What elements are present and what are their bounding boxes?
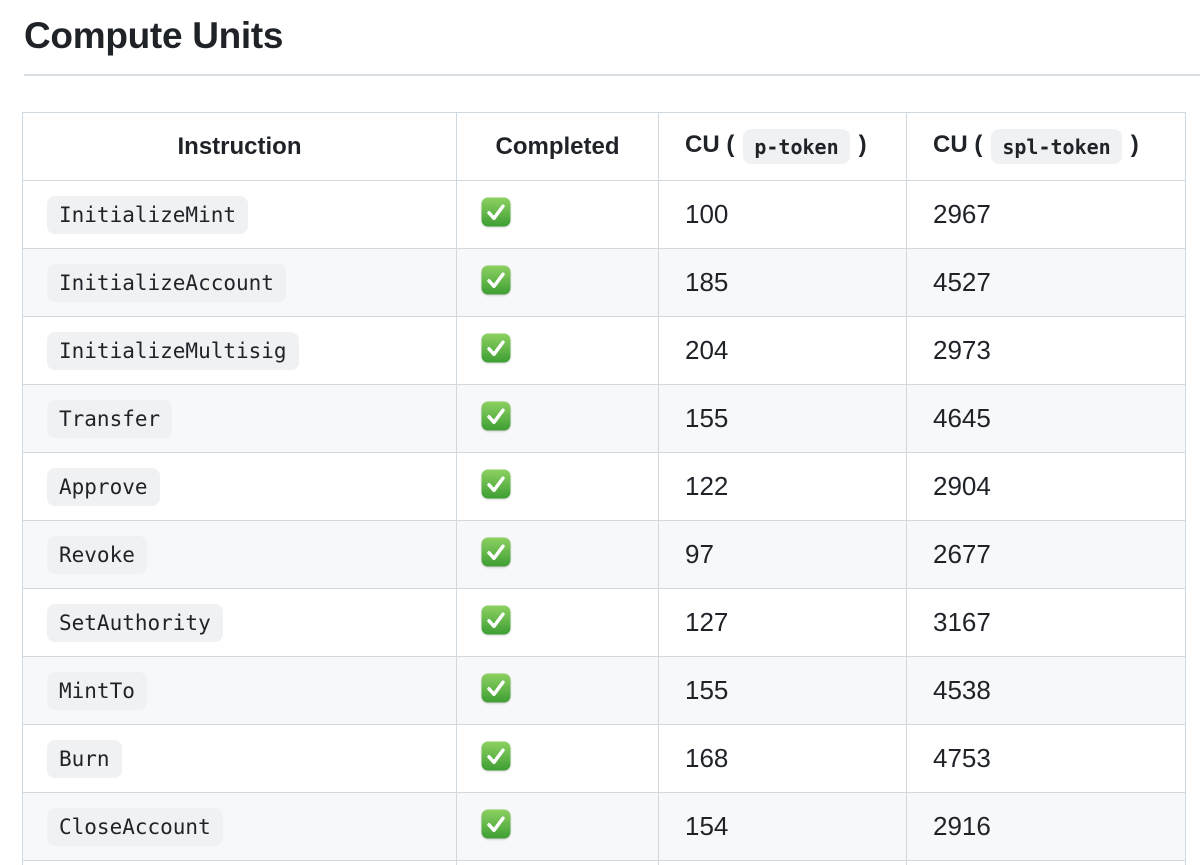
header-cu-spl-suffix: ) [1130,131,1139,158]
check-mark-icon [481,605,511,635]
spl-token-code-badge: spl-token [991,129,1122,164]
check-mark-icon [481,537,511,567]
table-row: CloseAccount 154 2916 [22,792,1186,861]
cu-p-token-value: 168 [658,724,907,793]
cu-spl-token-value: 2916 [906,792,1186,861]
table-header-row: Instruction Completed CU ( p-token) CU ( s… [22,112,1186,181]
instruction-code-badge: CloseAccount [47,807,223,846]
header-cu-p-token: CU ( p-token) [658,112,907,181]
table-row: Revoke 97 2677 [22,520,1186,589]
table-row: InitializeMultisig 204 2973 [22,316,1186,385]
table-row: InitializeAccount 185 4527 [22,248,1186,317]
header-cu-p-prefix: CU ( [685,131,735,158]
table-row: SetAuthority 127 3167 [22,588,1186,657]
check-mark-icon [481,265,511,295]
check-mark-icon [481,333,511,363]
cu-spl-token-value: 4527 [906,248,1186,317]
header-instruction: Instruction [22,112,457,181]
compute-units-table: Instruction Completed CU ( p-token) CU ( s… [22,112,1186,865]
cu-spl-token-value: 4538 [906,656,1186,725]
partial-next-row [22,860,1186,865]
instruction-code-badge: Revoke [47,535,147,574]
cu-p-token-value: 100 [658,180,907,249]
table-row: InitializeMint 100 2967 [22,180,1186,249]
cu-p-token-value: 122 [658,452,907,521]
cu-spl-token-value: 2677 [906,520,1186,589]
cu-p-token-value: 185 [658,248,907,317]
header-cu-spl-prefix: CU ( [933,131,983,158]
cu-spl-token-value: 2967 [906,180,1186,249]
header-cu-p-suffix: ) [858,131,867,158]
check-mark-icon [481,809,511,839]
table-row: Approve 122 2904 [22,452,1186,521]
table-row: MintTo 155 4538 [22,656,1186,725]
cu-p-token-value: 154 [658,792,907,861]
instruction-code-badge: SetAuthority [47,603,223,642]
table-row: Transfer 155 4645 [22,384,1186,453]
instruction-code-badge: MintTo [47,671,147,710]
p-token-code-badge: p-token [743,129,850,164]
cu-spl-token-value: 3167 [906,588,1186,657]
check-mark-icon [481,401,511,431]
instruction-code-badge: Transfer [47,399,173,438]
cu-spl-token-value: 2904 [906,452,1186,521]
check-mark-icon [481,741,511,771]
cu-p-token-value: 127 [658,588,907,657]
cu-spl-token-value: 4645 [906,384,1186,453]
table-row: Burn 168 4753 [22,724,1186,793]
header-cu-spl-token: CU ( spl-token) [906,112,1186,181]
cu-spl-token-value: 4753 [906,724,1186,793]
cu-p-token-value: 97 [658,520,907,589]
instruction-code-badge: InitializeAccount [47,263,286,302]
check-mark-icon [481,673,511,703]
cu-p-token-value: 155 [658,384,907,453]
cu-p-token-value: 155 [658,656,907,725]
header-completed: Completed [456,112,659,181]
instruction-code-badge: Burn [47,739,122,778]
cu-p-token-value: 204 [658,316,907,385]
instruction-code-badge: Approve [47,467,160,506]
page-title: Compute Units [24,12,1200,76]
check-mark-icon [481,469,511,499]
cu-spl-token-value: 2973 [906,316,1186,385]
instruction-code-badge: InitializeMint [47,195,249,234]
check-mark-icon [481,197,511,227]
instruction-code-badge: InitializeMultisig [47,331,299,370]
